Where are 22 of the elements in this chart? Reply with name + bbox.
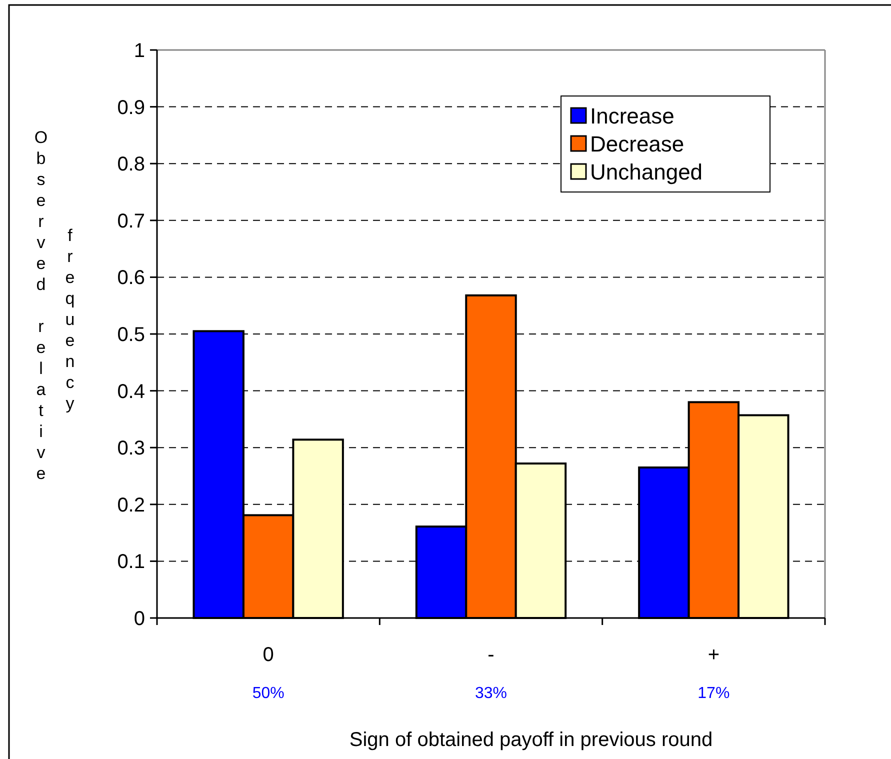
legend-label: Unchanged bbox=[590, 160, 703, 185]
x-tick-label: + bbox=[708, 644, 720, 666]
x-tick-label: - bbox=[488, 644, 494, 666]
y-tick-label: 0.9 bbox=[117, 96, 145, 119]
y-tick-label: 0.3 bbox=[117, 438, 145, 460]
y-tick-label: 0.7 bbox=[117, 210, 145, 232]
y-tick-label: 0.1 bbox=[117, 551, 145, 574]
legend-label: Decrease bbox=[590, 132, 684, 157]
text: 17% bbox=[698, 685, 730, 702]
y-tick-label: 1 bbox=[134, 40, 145, 62]
y-tick-label: 0.6 bbox=[117, 267, 145, 290]
text: 33% bbox=[474, 685, 508, 702]
x-axis-title: Sign of obtained payoff in previous round bbox=[349, 729, 713, 751]
text: 50% bbox=[252, 685, 284, 702]
y-axis-title: Observed relative frequency bbox=[32, 128, 80, 485]
legend-label: Increase bbox=[590, 104, 674, 129]
y-tick-label: 0.4 bbox=[117, 380, 145, 403]
y-tick-label: 0.2 bbox=[117, 494, 145, 516]
x-tick-label: 0 bbox=[262, 644, 274, 666]
y-tick-label: 0 bbox=[134, 608, 145, 630]
y-tick-label: 0.8 bbox=[117, 154, 145, 176]
y-tick-label: 0.5 bbox=[117, 324, 145, 346]
